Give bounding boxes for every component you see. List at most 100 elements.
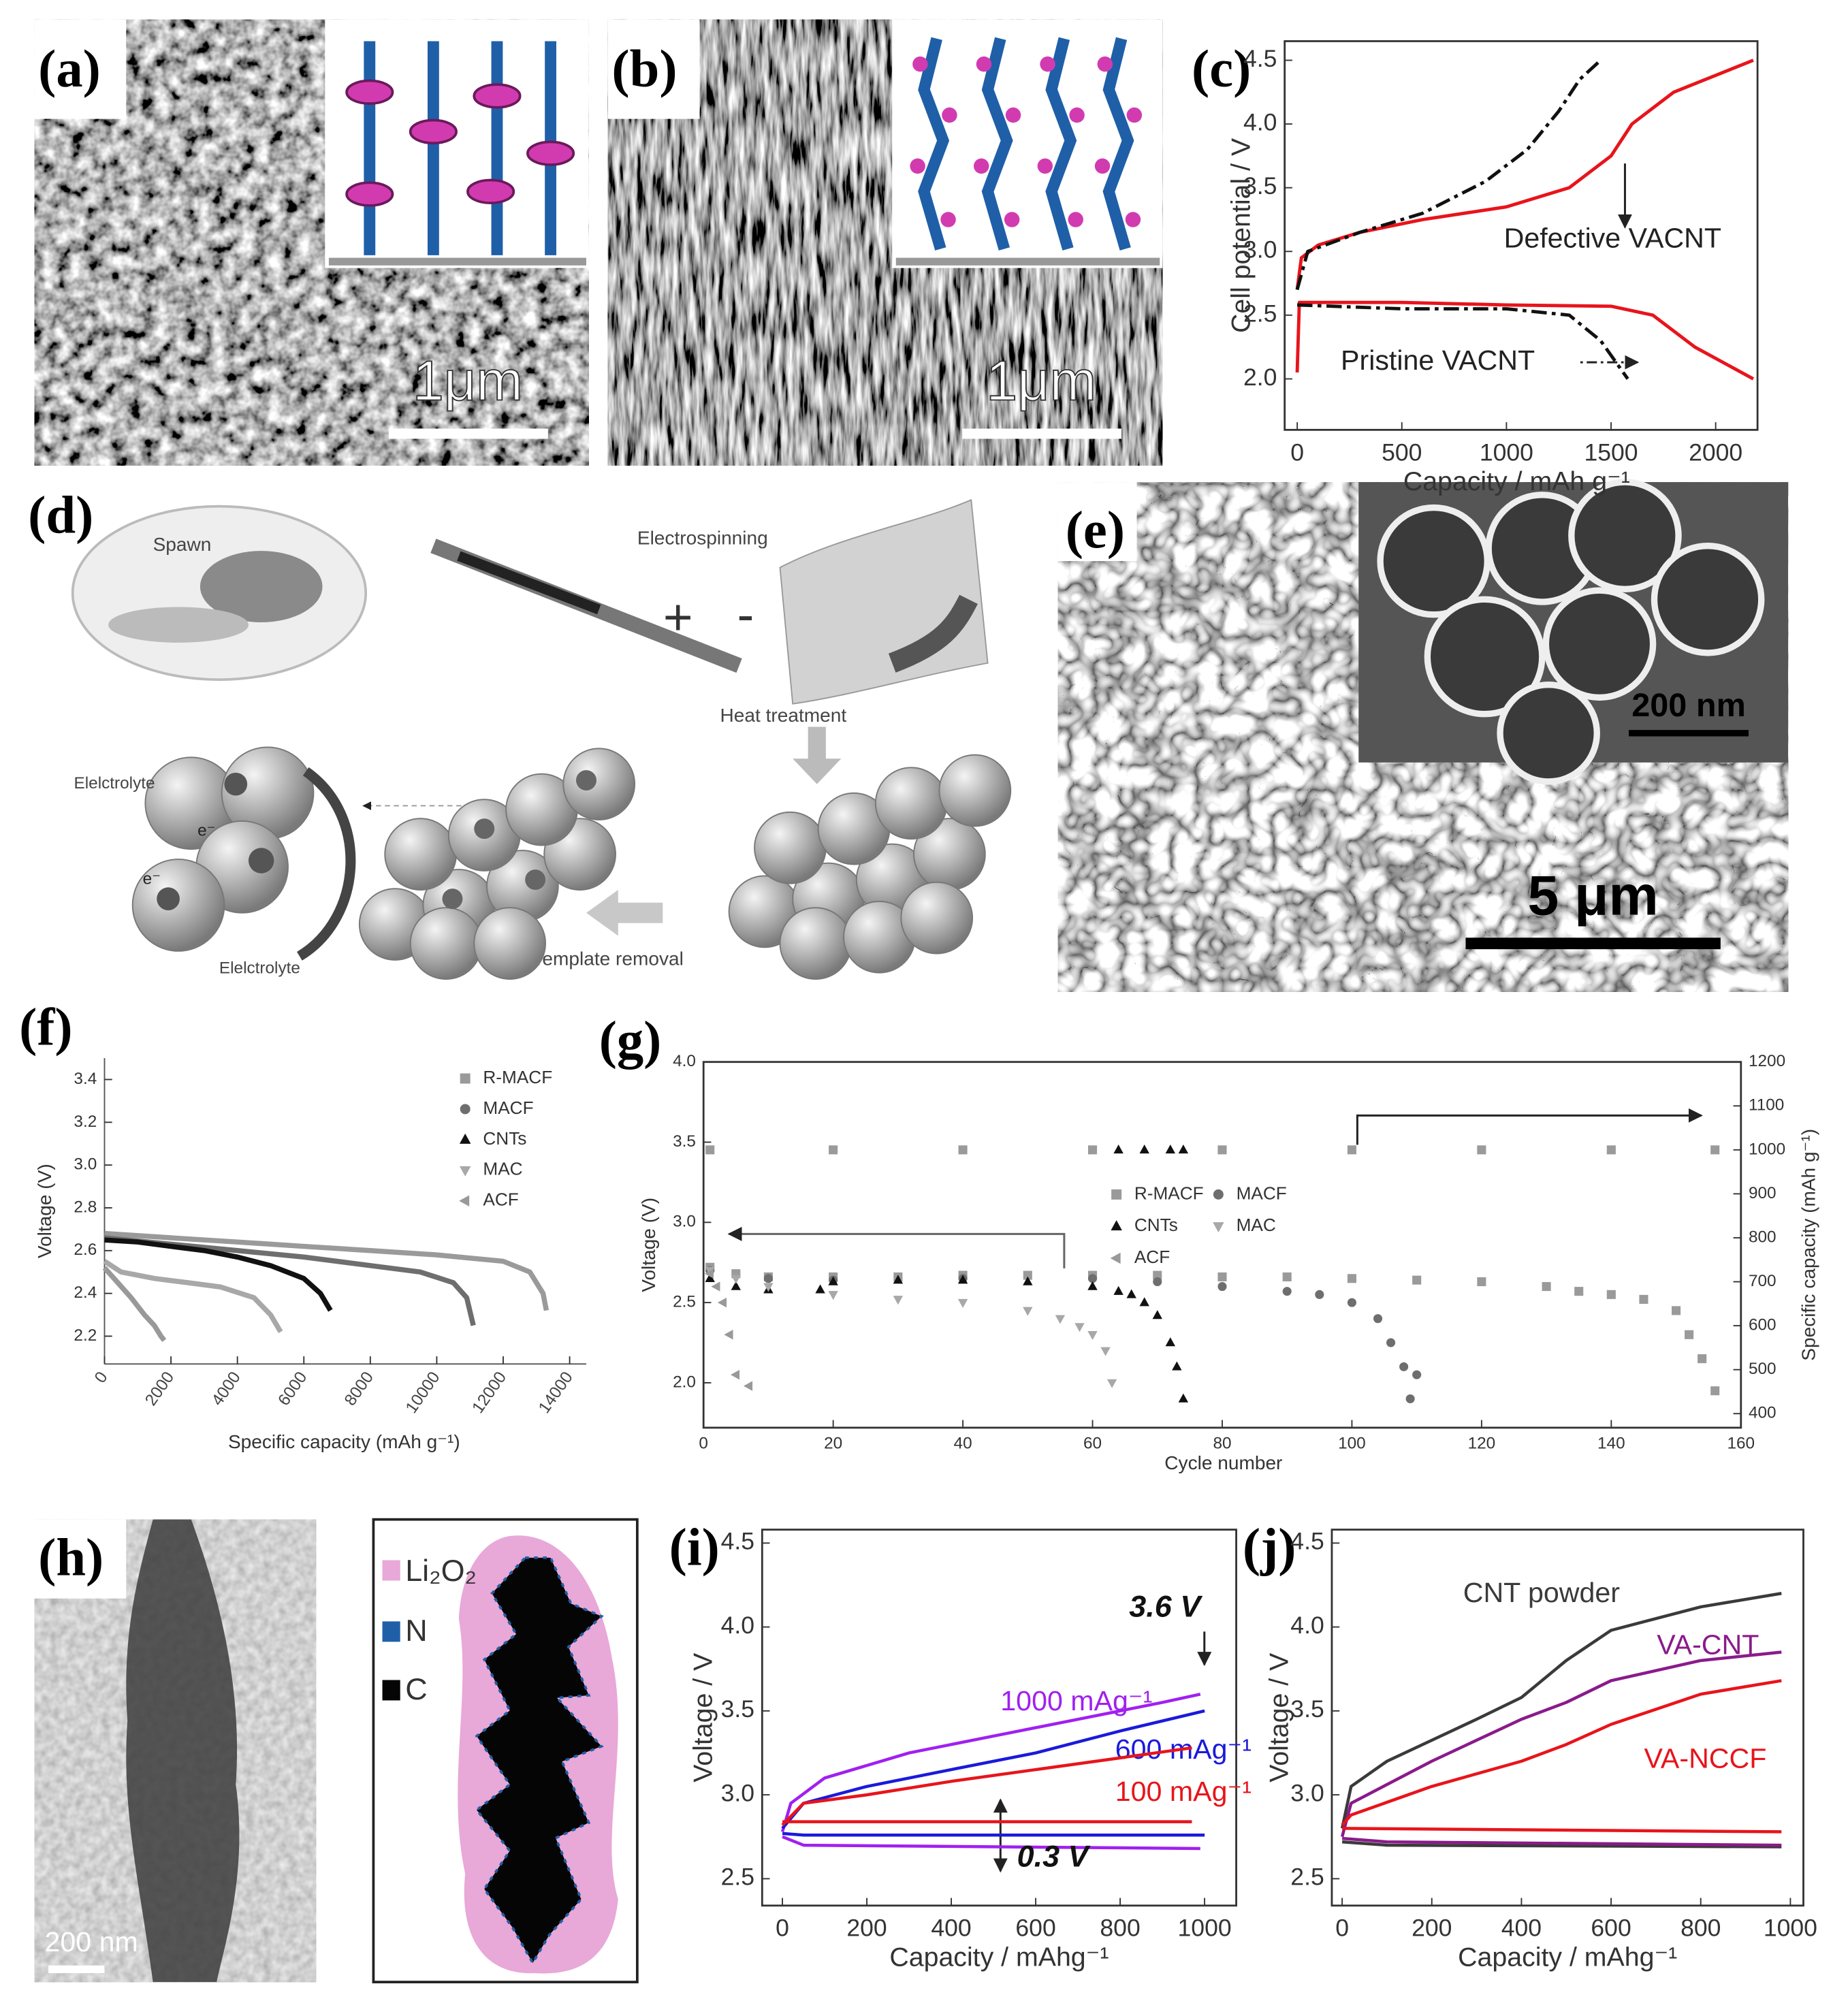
marker xyxy=(1113,1285,1124,1295)
marker xyxy=(958,1145,968,1155)
series-line xyxy=(1295,59,1629,380)
marker xyxy=(1055,1315,1066,1324)
marker xyxy=(704,1268,714,1279)
marker xyxy=(763,1283,774,1292)
y-tick-label: 3.0 xyxy=(74,1155,97,1174)
y-tick-label: 2.5 xyxy=(673,1293,696,1311)
marker xyxy=(1347,1298,1356,1307)
panel-label: (a) xyxy=(38,39,101,99)
x-tick-label: 1000 xyxy=(1178,1915,1232,1942)
x-tick-label: 2000 xyxy=(1689,438,1742,466)
x-tick-label: 14000 xyxy=(535,1369,577,1417)
label: Heat treatment xyxy=(720,705,847,726)
x-axis-label: Capacity / mAhg⁻¹ xyxy=(1458,1942,1677,1972)
marker xyxy=(1139,1144,1149,1154)
marker xyxy=(1178,1144,1189,1154)
y-tick-label: 4.0 xyxy=(721,1612,754,1639)
x-tick-label: 40 xyxy=(954,1435,972,1453)
marker xyxy=(957,1298,968,1308)
marker xyxy=(1685,1330,1694,1339)
scale-label: 5 μm xyxy=(1528,865,1659,927)
legend-label: MACF xyxy=(1237,1183,1287,1203)
marker xyxy=(1178,1393,1189,1403)
scale-label: 200 nm xyxy=(45,1926,138,1957)
y-tick-label: 3.0 xyxy=(673,1213,696,1231)
marker xyxy=(1672,1306,1681,1315)
scale-label: 200 nm xyxy=(1631,687,1746,724)
x-axis-label: Capacity / mAhg⁻¹ xyxy=(889,1942,1109,1972)
panel-b: (b) 1μm xyxy=(607,19,1163,466)
x-tick-label: 0 xyxy=(91,1369,112,1387)
x-tick-label: 1000 xyxy=(1764,1915,1817,1942)
marker xyxy=(1477,1277,1486,1287)
marker xyxy=(717,1297,727,1308)
label: e⁻ xyxy=(197,821,215,839)
panel-label: (f) xyxy=(19,998,73,1057)
marker xyxy=(828,1276,838,1285)
marker xyxy=(957,1275,968,1284)
label: Electrospinning xyxy=(637,528,768,549)
marker xyxy=(1106,1379,1117,1388)
label: Template removal xyxy=(532,948,683,969)
panel-e: (e) 200 nm 5 μm xyxy=(1057,479,1789,992)
marker xyxy=(1217,1145,1227,1155)
legend-marker xyxy=(460,1073,471,1084)
x-tick-label: 600 xyxy=(1015,1915,1055,1942)
plot-frame xyxy=(702,1061,1742,1429)
legend-label: CNTs xyxy=(1134,1215,1178,1235)
y-tick-label: 4.0 xyxy=(673,1052,696,1070)
marker xyxy=(1165,1144,1176,1154)
legend-marker xyxy=(1110,1252,1121,1264)
marker xyxy=(743,1381,753,1391)
x-tick-label: 0 xyxy=(1290,438,1304,466)
x-tick-label: 0 xyxy=(1335,1915,1349,1942)
y-tick-label: 4.0 xyxy=(1290,1612,1324,1639)
panel-label: (h) xyxy=(38,1528,103,1587)
marker xyxy=(1165,1337,1176,1347)
marker xyxy=(1023,1307,1033,1316)
marker xyxy=(1087,1145,1098,1155)
marker xyxy=(1153,1277,1162,1287)
marker xyxy=(1100,1347,1111,1356)
x-tick-label: 600 xyxy=(1591,1915,1631,1942)
series-line xyxy=(780,1693,1201,1851)
marker xyxy=(1087,1274,1098,1283)
y-axis-label: Voltage (V) xyxy=(34,1164,55,1258)
legend-marker xyxy=(460,1104,471,1115)
y-tick-label: 4.5 xyxy=(721,1528,754,1555)
series-line xyxy=(102,1266,167,1343)
y2-axis-label: Specific capacity (mAh g⁻¹) xyxy=(1798,1129,1819,1361)
label: - xyxy=(737,586,754,643)
y-tick-label: 2.0 xyxy=(673,1373,696,1391)
legend-marker xyxy=(1213,1189,1224,1200)
series-label: 1000 mAg⁻¹ xyxy=(1000,1685,1152,1716)
legend-label: CNTs xyxy=(483,1128,526,1149)
legend-label: MAC xyxy=(483,1159,522,1179)
annotation: 3.6 V xyxy=(1129,1589,1203,1624)
panel-a: (a) 1μm xyxy=(34,19,589,466)
marker xyxy=(1139,1297,1149,1307)
y2-tick-label: 500 xyxy=(1749,1360,1777,1378)
x-tick-label: 100 xyxy=(1338,1435,1366,1453)
series-line xyxy=(104,1230,549,1311)
marker xyxy=(1023,1276,1033,1285)
label: Elelctrolyte xyxy=(219,959,300,978)
x-tick-label: 0 xyxy=(776,1915,789,1942)
x-tick-label: 120 xyxy=(1468,1435,1496,1453)
marker xyxy=(1606,1145,1616,1155)
y-tick-label: 2.6 xyxy=(74,1241,97,1259)
x-tick-label: 400 xyxy=(1501,1915,1542,1942)
label: e⁻ xyxy=(143,869,161,888)
legend-marker xyxy=(459,1195,470,1206)
marker xyxy=(731,1275,742,1284)
x-tick-label: 800 xyxy=(1100,1915,1140,1942)
x-axis-label: Capacity / mAh g⁻¹ xyxy=(1403,466,1630,496)
series-line xyxy=(1341,1679,1782,1834)
x-tick-label: 20 xyxy=(824,1435,842,1453)
legend-marker xyxy=(459,1166,471,1177)
y-tick-label: 3.2 xyxy=(74,1113,97,1131)
series-line xyxy=(104,1235,476,1326)
panel-label: (e) xyxy=(1066,501,1125,560)
x-tick-label: 140 xyxy=(1597,1435,1625,1453)
